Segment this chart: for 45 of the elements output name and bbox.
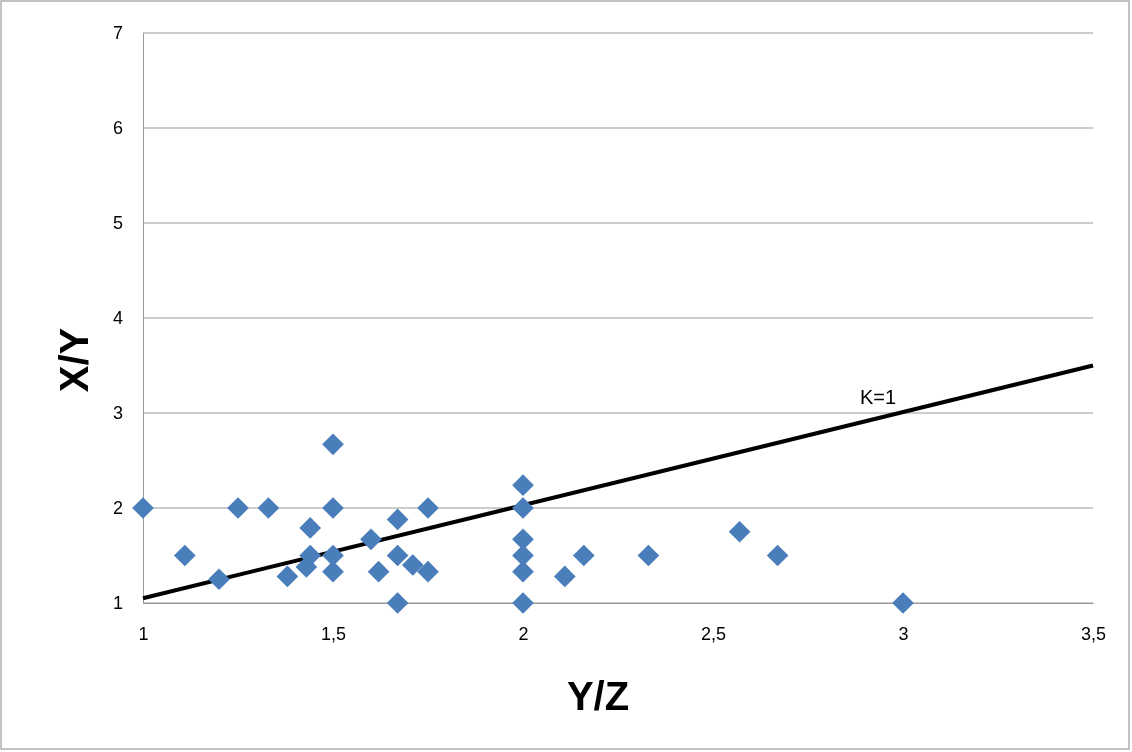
y-tick-label: 1 xyxy=(112,593,123,614)
point xyxy=(766,544,789,567)
point xyxy=(512,592,534,614)
y-tick-label: 2 xyxy=(112,498,123,519)
point xyxy=(367,560,390,583)
point xyxy=(360,528,382,551)
y-tick-label: 3 xyxy=(112,403,123,424)
point xyxy=(512,560,534,583)
y-axis-title: X/Y xyxy=(52,327,96,393)
point xyxy=(173,544,196,567)
point xyxy=(553,565,576,588)
x-tick-label: 1 xyxy=(138,623,149,644)
point xyxy=(299,517,322,539)
point xyxy=(132,497,154,519)
point xyxy=(417,560,439,583)
y-tick-label: 6 xyxy=(112,118,123,139)
x-tick-label: 2,5 xyxy=(700,623,727,644)
x-tick-label: 2 xyxy=(518,623,529,644)
point xyxy=(386,592,409,614)
point xyxy=(299,544,322,567)
point xyxy=(322,433,344,456)
point xyxy=(227,497,249,519)
point xyxy=(386,544,409,567)
point xyxy=(386,508,409,531)
point xyxy=(322,560,344,583)
x-axis-title: Y/Z xyxy=(566,674,630,718)
point xyxy=(322,497,344,519)
point xyxy=(401,554,424,576)
point xyxy=(728,520,751,543)
annotation: K=1 xyxy=(859,386,897,408)
x-tick-label: 3,5 xyxy=(1080,623,1107,644)
x-tick-label: 1,5 xyxy=(320,623,347,644)
point xyxy=(276,565,299,588)
y-tick-label: 5 xyxy=(112,213,123,234)
point xyxy=(512,497,534,519)
point xyxy=(512,474,534,497)
point xyxy=(257,497,280,519)
point xyxy=(572,544,595,567)
point xyxy=(417,497,439,519)
point xyxy=(892,592,914,614)
point xyxy=(637,544,660,567)
y-tick-label: 4 xyxy=(112,308,123,329)
point xyxy=(208,568,230,591)
y-tick-label: 7 xyxy=(112,23,123,44)
x-tick-label: 3 xyxy=(898,623,909,644)
